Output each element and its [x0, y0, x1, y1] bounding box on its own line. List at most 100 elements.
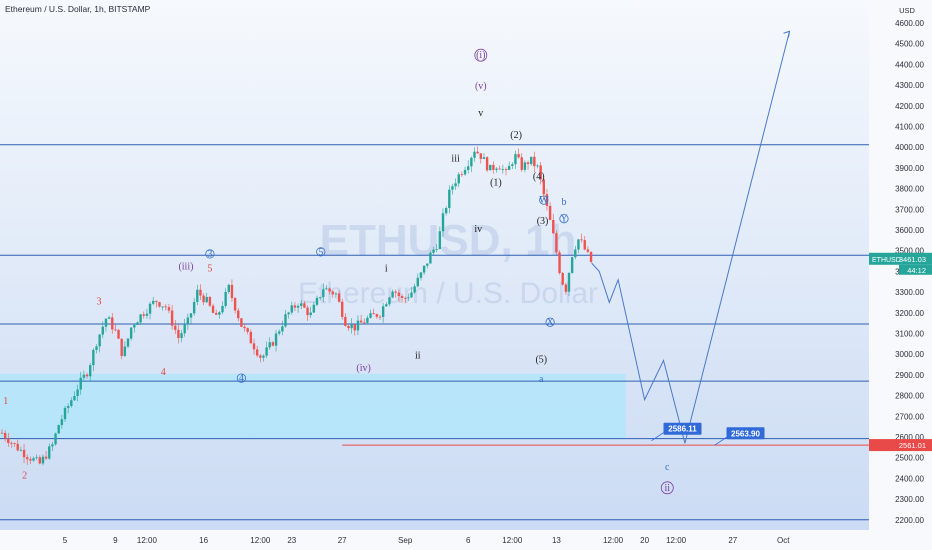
- price-tick-label: 3300.00: [895, 288, 924, 297]
- candle-body: [126, 338, 130, 347]
- price-tick-label: 3000.00: [895, 350, 924, 359]
- candle-body: [504, 169, 508, 171]
- candle-body: [495, 168, 498, 170]
- candle-body: [255, 349, 259, 356]
- candle-body: [325, 288, 328, 290]
- candle-body: [192, 301, 196, 314]
- price-tick-label: 4200.00: [895, 102, 924, 111]
- candle-body: [104, 318, 108, 327]
- wave-label: 4: [161, 367, 166, 378]
- wave-label: 4: [239, 373, 244, 384]
- candle-body: [533, 156, 536, 167]
- wave-label: a: [539, 374, 544, 385]
- time-tick-label: 12:00: [502, 536, 523, 545]
- wave-label-circle: [474, 48, 488, 62]
- time-axis-background: [0, 530, 932, 550]
- candle-body: [177, 329, 180, 339]
- candle-body: [240, 318, 243, 327]
- wave-label-circle: [539, 195, 549, 205]
- candle-body: [183, 324, 186, 334]
- candle-body: [334, 293, 338, 295]
- candle-body: [259, 355, 262, 358]
- candle-body: [400, 296, 404, 299]
- candle-body: [139, 314, 142, 323]
- candle-body: [577, 239, 580, 250]
- time-tick-label: 6: [466, 536, 471, 545]
- time-tick-label: Oct: [777, 536, 790, 545]
- candle-body: [356, 320, 360, 331]
- wave-label: 3: [207, 249, 212, 260]
- price-tick-label: 3100.00: [895, 330, 924, 339]
- candle-body: [152, 300, 155, 304]
- price-tick-label: 4600.00: [895, 19, 924, 28]
- wave-label: (5): [535, 354, 547, 365]
- candle-body: [378, 316, 382, 318]
- time-tick-label: 5: [63, 536, 68, 545]
- wave-label: c: [665, 462, 670, 473]
- time-tick-label: 20: [640, 536, 649, 545]
- wave-label-circle: [205, 249, 215, 259]
- candle-body: [558, 252, 561, 274]
- time-tick-label: 12:00: [250, 536, 271, 545]
- candle-body: [76, 389, 79, 396]
- demand-zone-layer: [0, 373, 626, 439]
- candle-body: [328, 288, 331, 292]
- candle-body: [552, 219, 555, 234]
- candle-body: [38, 457, 41, 464]
- candle-body: [41, 456, 45, 464]
- price-tick-label: 2800.00: [895, 392, 924, 401]
- time-axis[interactable]: 5 9 12:00 16 12:00 23 27 Sep 6 12:00 13 12:00 20 12:0…: [0, 530, 932, 550]
- countdown-badge: [899, 264, 932, 275]
- candle-body: [435, 248, 438, 250]
- time-tick-label: 12:00: [603, 536, 624, 545]
- candle-body: [243, 326, 246, 329]
- candle-body: [233, 298, 237, 311]
- candle-body: [227, 284, 230, 292]
- candle-body: [385, 304, 388, 307]
- candle-body: [391, 291, 394, 298]
- candle-body: [489, 164, 492, 171]
- candle-body: [290, 305, 293, 313]
- countdown-value: 44:12: [907, 266, 926, 275]
- candle-body: [511, 164, 514, 166]
- time-tick-label: 9: [113, 536, 118, 545]
- candle-body: [10, 442, 13, 444]
- candle-body: [48, 446, 51, 459]
- candle-body: [586, 249, 590, 252]
- candle-body: [95, 346, 98, 350]
- candle-body: [155, 300, 158, 303]
- time-tick-label: 27: [338, 536, 347, 545]
- candle-body: [73, 395, 76, 401]
- price-tick-label: 4100.00: [895, 123, 924, 132]
- current-price-value: 3461.03: [899, 255, 926, 264]
- candle-body: [63, 407, 67, 420]
- watermark-symbol: ETHUSD, 1h: [320, 216, 577, 265]
- candle-body: [432, 249, 435, 253]
- wave-label: 2: [22, 470, 27, 481]
- candle-body: [470, 157, 473, 167]
- demand-zone: [0, 373, 626, 439]
- candle-body: [271, 342, 275, 346]
- wave-label: 3: [97, 297, 102, 308]
- candle-body: [202, 295, 205, 303]
- candle-body: [3, 432, 7, 439]
- candle-body: [570, 257, 574, 273]
- candle-body: [274, 333, 278, 346]
- support-price-value: 2561.01: [899, 441, 926, 450]
- candle-body: [419, 272, 423, 278]
- candle-body: [249, 331, 253, 344]
- price-callout: [663, 422, 702, 435]
- candle-body: [303, 303, 306, 308]
- callout-connector: [714, 436, 727, 446]
- candle-body: [287, 312, 290, 315]
- time-tick-label: Sep: [398, 536, 413, 545]
- candle-body: [438, 231, 442, 249]
- candle-body: [347, 325, 350, 329]
- candle-body: [580, 239, 583, 241]
- candle-body: [7, 438, 10, 443]
- candle-body: [123, 346, 127, 357]
- wave-label: 5: [318, 247, 323, 258]
